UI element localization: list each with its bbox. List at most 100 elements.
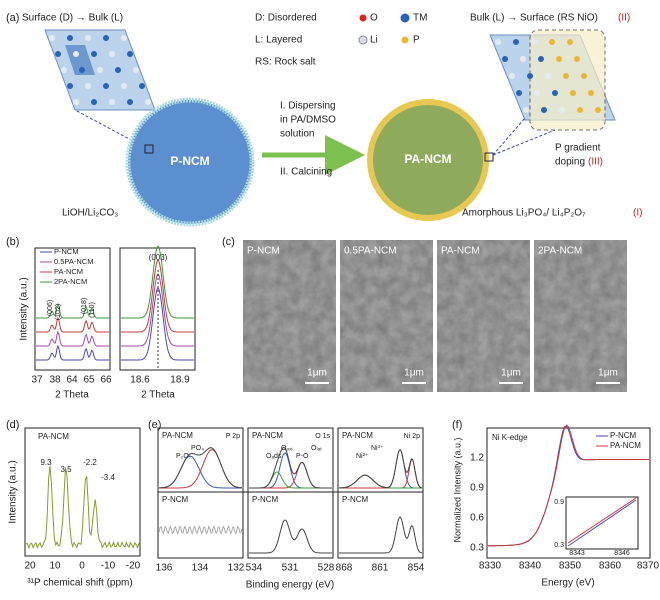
peak-label: (102) [55,304,62,320]
legend-text: PA-NCM [610,441,641,450]
roman: (III) [588,157,603,168]
x-tick-label: 132 [228,563,245,574]
atom [588,90,594,96]
legend-text: D: Disordered [255,13,317,24]
y-tick-label: 0.6 [470,513,484,524]
legend-text: RS: Rock salt [255,57,316,68]
atom [91,51,97,57]
atom [49,35,55,41]
y-axis-label: Intensity (a.u.) [8,460,19,523]
atom [538,56,544,62]
atom-label: TM [413,13,427,24]
atom [556,56,562,62]
image-label: P-NCM [247,246,280,257]
curve [159,447,243,489]
legend-text: P-NCM [54,247,79,256]
step-text: solution [280,129,314,140]
atom [552,90,558,96]
atom [67,35,73,41]
x-tick-label: 854 [408,563,425,574]
atom [127,51,133,57]
x-tick-label: 868 [336,563,353,574]
lattice-title: Surface (D) → Bulk (L) [22,13,123,24]
curve [36,302,109,319]
peak-label: PO₄ [191,445,204,452]
x-tick-label: 8350 [559,561,582,572]
peak-label: P-O [296,453,309,460]
sample-label: P-NCM [162,495,189,504]
atom [109,99,115,105]
atom [513,39,519,45]
scale-label: 1μm [598,368,618,379]
atom [61,67,67,73]
atom [516,90,522,96]
curve [36,344,109,361]
panel-label: (f) [452,419,462,431]
peak-label: 3.5 [60,465,72,474]
atom [73,99,79,105]
y-tick-label: 0.3 [470,543,484,554]
curve [249,446,332,489]
sem-image [534,240,627,392]
panel-a-graphics [44,13,616,227]
x-tick-label: -20 [126,561,141,572]
atom [103,83,109,89]
x-tick-label: 861 [372,563,389,574]
atom [581,73,587,79]
scale-label: 1μm [404,368,424,379]
x-axis-label: Energy (eV) [541,578,594,589]
x-tick-label: 64 [66,375,78,386]
atom [595,107,601,113]
x-tick-label: 136 [156,563,173,574]
y-tick-label: 0.9 [470,483,484,494]
peak-label: Ni³⁺ [371,445,384,452]
atom [145,99,151,105]
panel-label: (d) [6,419,19,431]
x-tick-label: 18.9 [170,375,190,386]
doping-text: P gradient [555,143,601,154]
legend-text: L: Layered [255,35,302,46]
curve [339,516,423,554]
x-axis-label: ³¹P chemical shift (ppm) [27,578,132,589]
x-tick-label: 531 [282,563,299,574]
peak-label: (003) [149,253,168,262]
atom [85,83,91,89]
curve [158,524,243,536]
atom [115,67,121,73]
sample-label: PA-NCM [38,432,69,441]
inset-tick-label: 8346 [614,550,630,557]
panel-label: (b) [6,236,19,248]
sample-label: P-NCM [342,495,369,504]
atom [531,39,537,45]
atom [567,39,573,45]
lattice-title: Bulk (L) → Surface (RS NiO) [470,13,598,24]
x-tick-label: -10 [101,561,116,572]
atom [502,56,508,62]
sample-label: PA-NCM [252,431,283,440]
x-tick-label: 10 [49,561,61,572]
panel-label: (a) [6,12,19,24]
x-tick-label: 65 [83,375,95,386]
coating-label: Amorphous Li₃PO₄/ Li₄P₂O₇ [462,208,586,219]
atom [495,39,501,45]
atom [527,73,533,79]
x-tick-label: 534 [246,563,263,574]
atom [549,39,555,45]
particle-label: PA-NCM [404,152,451,166]
atom [541,107,547,113]
atom [91,99,97,105]
particle-label: P-NCM [170,154,209,168]
x-axis-label: 2 Theta [55,390,89,401]
peak-label: 9.3 [40,458,52,467]
legend-text: PA-NCM [54,267,83,276]
x-tick-label: 8360 [599,561,622,572]
scale-label: 1μm [307,368,327,379]
atom [577,107,583,113]
atom [133,67,139,73]
step-text: I. Dispersing [280,101,336,112]
core-label: O 1s [315,433,330,440]
inset-tick-label: 8343 [569,550,585,557]
roman: (II) [618,13,630,24]
atom [570,90,576,96]
